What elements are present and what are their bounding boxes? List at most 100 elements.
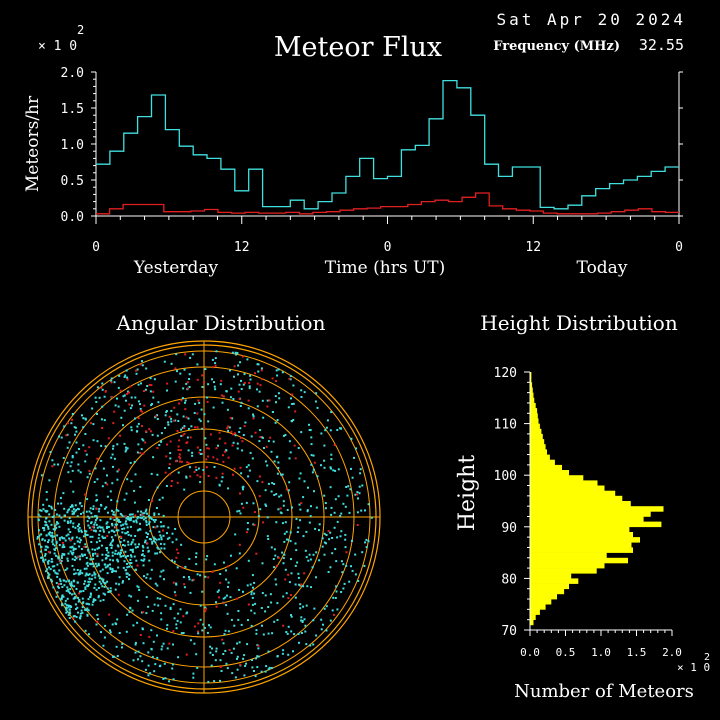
flux-title: Meteor Flux	[274, 32, 442, 63]
meteor-point-cyan	[137, 383, 140, 386]
meteor-point-cyan	[179, 372, 182, 375]
meteor-point-cyan	[171, 559, 173, 562]
meteor-point-cyan	[61, 586, 64, 588]
meteor-point-cyan	[227, 630, 230, 633]
meteor-point-cyan	[87, 598, 90, 601]
meteor-point-cyan	[231, 351, 234, 354]
meteor-point-cyan	[153, 514, 156, 516]
meteor-point-cyan	[126, 478, 129, 481]
meteor-point-cyan	[293, 633, 296, 636]
meteor-point-cyan	[284, 434, 287, 436]
meteor-point-cyan	[281, 522, 284, 525]
meteor-point-red	[96, 457, 99, 460]
meteor-point-cyan	[217, 589, 220, 592]
meteor-point-cyan	[298, 583, 301, 586]
meteor-point-cyan	[68, 508, 71, 511]
meteor-point-cyan	[37, 529, 40, 532]
meteor-point-cyan	[133, 489, 136, 492]
meteor-point-cyan	[148, 523, 151, 525]
meteor-point-cyan	[139, 403, 141, 406]
meteor-point-cyan	[142, 515, 145, 518]
meteor-point-cyan	[134, 643, 137, 646]
meteor-point-cyan	[126, 562, 128, 565]
meteor-point-cyan	[129, 558, 132, 561]
meteor-point-cyan	[123, 560, 126, 563]
meteor-point-cyan	[300, 396, 303, 398]
meteor-point-cyan	[127, 518, 130, 521]
meteor-point-red	[185, 416, 188, 419]
meteor-point-cyan	[202, 469, 205, 471]
meteor-point-cyan	[131, 404, 133, 407]
meteor-point-cyan	[250, 624, 253, 627]
meteor-point-cyan	[118, 374, 121, 377]
height-y-tick-label: 100	[494, 469, 517, 484]
today-label: Today	[577, 258, 628, 278]
meteor-point-cyan	[176, 370, 178, 373]
meteor-point-red	[218, 437, 221, 440]
meteor-point-cyan	[167, 421, 170, 424]
meteor-point-cyan	[69, 531, 72, 533]
meteor-point-cyan	[70, 461, 73, 464]
meteor-point-cyan	[356, 491, 359, 494]
meteor-point-cyan	[69, 465, 72, 468]
meteor-point-cyan	[44, 539, 46, 542]
flux-x-tick-label: 12	[525, 240, 541, 255]
meteor-point-red	[243, 381, 246, 384]
meteor-point-cyan	[195, 552, 198, 555]
meteor-point-cyan	[100, 577, 103, 580]
meteor-point-cyan	[101, 585, 104, 588]
meteor-point-red	[145, 430, 147, 433]
meteor-point-cyan	[85, 602, 88, 605]
meteor-point-cyan	[110, 380, 113, 382]
meteor-point-cyan	[65, 580, 68, 583]
meteor-point-cyan	[281, 473, 284, 476]
meteor-point-cyan	[284, 521, 287, 524]
meteor-point-cyan	[174, 528, 177, 530]
meteor-point-cyan	[77, 463, 80, 466]
meteor-point-cyan	[69, 550, 72, 553]
meteor-point-cyan	[160, 618, 163, 621]
meteor-point-red	[95, 507, 98, 510]
meteor-point-cyan	[292, 402, 295, 405]
meteor-point-cyan	[123, 409, 126, 412]
meteor-point-cyan	[288, 440, 291, 443]
meteor-point-red	[178, 453, 181, 456]
meteor-point-cyan	[58, 544, 61, 546]
meteor-point-cyan	[97, 510, 100, 513]
meteor-point-cyan	[349, 488, 352, 491]
meteor-point-cyan	[356, 511, 359, 514]
meteor-point-cyan	[67, 604, 70, 607]
meteor-point-cyan	[71, 469, 74, 472]
meteor-point-cyan	[151, 609, 154, 612]
meteor-point-cyan	[150, 568, 153, 571]
meteor-point-cyan	[160, 612, 163, 615]
meteor-point-cyan	[210, 664, 213, 667]
meteor-point-cyan	[125, 446, 127, 449]
meteor-point-cyan	[50, 578, 53, 581]
meteor-point-cyan	[96, 547, 99, 550]
meteor-point-red	[101, 427, 104, 429]
meteor-point-cyan	[320, 618, 323, 621]
meteor-point-cyan	[180, 543, 183, 546]
meteor-point-cyan	[310, 443, 313, 446]
meteor-point-cyan	[225, 662, 228, 665]
meteor-point-cyan	[152, 526, 155, 529]
meteor-point-cyan	[232, 441, 235, 444]
meteor-point-cyan	[111, 569, 114, 572]
meteor-point-cyan	[143, 555, 146, 558]
flux-y-axis-label: Meteors/hr	[23, 95, 43, 192]
meteor-point-red	[275, 564, 278, 567]
meteor-point-cyan	[81, 602, 84, 605]
height-bar	[530, 418, 539, 424]
meteor-point-cyan	[99, 519, 102, 522]
meteor-point-cyan	[79, 612, 82, 615]
meteor-point-cyan	[330, 453, 333, 456]
meteor-point-cyan	[236, 642, 239, 645]
meteor-point-cyan	[117, 566, 120, 569]
meteor-point-cyan	[324, 507, 327, 510]
meteor-point-cyan	[367, 503, 370, 506]
meteor-point-cyan	[224, 650, 227, 652]
meteor-point-cyan	[261, 399, 264, 402]
meteor-point-cyan	[101, 568, 104, 571]
